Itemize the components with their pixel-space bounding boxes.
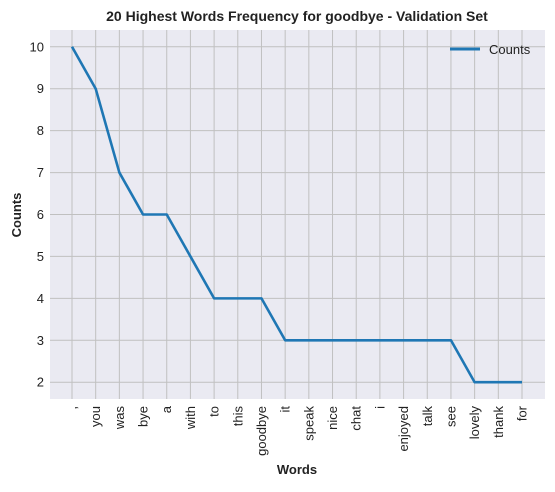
y-axis-ticks: 2 3 4 5 6 7 8 9 10 [30, 39, 44, 389]
y-tick-label: 4 [37, 291, 44, 306]
x-tick-label: lovely [467, 406, 482, 440]
x-tick-label: goodbye [254, 406, 269, 456]
x-tick-label: nice [325, 406, 340, 430]
x-tick-label: to [207, 406, 222, 417]
x-tick-label: chat [349, 406, 364, 431]
y-tick-label: 8 [37, 123, 44, 138]
x-tick-label: thank [491, 406, 506, 438]
x-tick-label: i [372, 406, 387, 409]
x-tick-label: was [112, 406, 127, 431]
x-axis-label: Words [277, 462, 317, 477]
x-tick-label: with [183, 406, 198, 430]
y-tick-label: 2 [37, 375, 44, 390]
x-tick-label: see [443, 406, 458, 427]
x-tick-label: enjoyed [396, 406, 411, 452]
y-tick-label: 10 [30, 39, 44, 54]
x-tick-label: , [65, 406, 80, 410]
x-tick-label: it [278, 406, 293, 413]
x-tick-label: speak [301, 406, 316, 441]
y-tick-label: 9 [37, 81, 44, 96]
y-tick-label: 5 [37, 249, 44, 264]
x-tick-label: talk [420, 406, 435, 427]
y-tick-label: 7 [37, 165, 44, 180]
x-tick-label: you [88, 406, 103, 427]
y-tick-label: 6 [37, 207, 44, 222]
x-tick-label: bye [136, 406, 151, 427]
chart-title: 20 Highest Words Frequency for goodbye -… [106, 8, 488, 24]
y-tick-label: 3 [37, 333, 44, 348]
x-tick-label: this [230, 406, 245, 427]
y-axis-label: Counts [9, 193, 24, 238]
legend-label: Counts [489, 42, 531, 57]
x-tick-label: for [515, 405, 530, 421]
x-tick-label: a [159, 405, 174, 413]
